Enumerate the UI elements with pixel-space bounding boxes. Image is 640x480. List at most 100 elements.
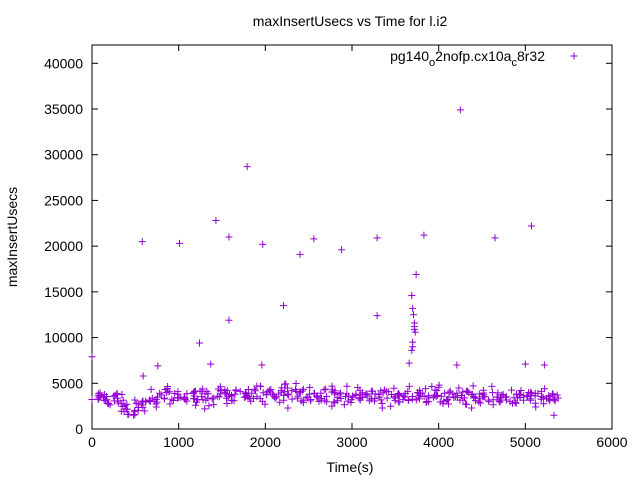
data-point <box>130 408 138 416</box>
data-point <box>243 163 251 171</box>
data-point <box>208 395 216 403</box>
data-point <box>391 397 399 405</box>
data-point <box>142 397 150 405</box>
data-point <box>313 393 321 401</box>
data-point <box>521 360 529 368</box>
data-point <box>509 399 517 407</box>
data-point <box>508 386 516 394</box>
data-point <box>231 390 239 398</box>
data-point <box>225 233 233 241</box>
data-point <box>540 400 548 408</box>
data-point <box>248 389 256 397</box>
data-point <box>259 240 267 248</box>
data-point <box>516 390 524 398</box>
y-axis-label: maxInsertUsecs <box>4 187 20 287</box>
data-point <box>272 393 280 401</box>
data-point <box>221 386 229 394</box>
x-tick-label: 4000 <box>423 434 454 450</box>
legend-marker-glyph <box>570 52 578 60</box>
data-point <box>109 392 117 400</box>
data-point <box>468 404 476 412</box>
data-point <box>123 405 131 413</box>
data-point <box>118 391 126 399</box>
data-point <box>476 399 484 407</box>
data-point <box>489 401 497 409</box>
data-point <box>157 391 165 399</box>
data-point <box>554 394 562 402</box>
data-point <box>409 304 417 312</box>
data-point <box>280 302 288 310</box>
data-point <box>145 396 153 404</box>
data-point <box>480 389 488 397</box>
data-point <box>139 403 147 411</box>
data-point <box>349 393 357 401</box>
data-point <box>205 402 213 410</box>
legend-label-part-3: 8r32 <box>517 48 545 64</box>
data-point <box>105 400 113 408</box>
data-point <box>445 388 453 396</box>
data-point <box>419 389 427 397</box>
data-point <box>371 390 379 398</box>
data-point <box>276 398 284 406</box>
data-point <box>141 407 149 415</box>
data-point <box>131 396 139 404</box>
data-point <box>215 393 223 401</box>
data-point <box>292 380 300 388</box>
data-point <box>176 239 184 247</box>
data-point <box>355 394 363 402</box>
x-tick-label: 0 <box>88 434 96 450</box>
data-point <box>411 328 419 336</box>
data-point <box>354 383 362 391</box>
data-point <box>378 400 386 408</box>
data-point <box>527 222 535 230</box>
data-point <box>401 393 409 401</box>
data-point <box>207 360 215 368</box>
y-tick-label: 10000 <box>44 330 83 346</box>
x-tick-label: 5000 <box>510 434 541 450</box>
data-point <box>288 387 296 395</box>
data-point <box>475 398 483 406</box>
data-point <box>428 382 436 390</box>
data-point <box>310 235 318 243</box>
data-point <box>390 393 398 401</box>
data-point <box>134 406 142 414</box>
data-point <box>156 389 164 397</box>
data-point <box>441 389 449 397</box>
y-tick-label: 30000 <box>44 147 83 163</box>
data-point <box>540 361 548 369</box>
data-point <box>198 393 206 401</box>
data-point <box>433 387 441 395</box>
data-point <box>548 390 556 398</box>
data-point <box>396 398 404 406</box>
data-point <box>299 385 307 393</box>
data-point <box>517 386 525 394</box>
data-point <box>192 401 200 409</box>
data-point <box>267 388 275 396</box>
data-point <box>271 394 279 402</box>
data-point <box>96 391 104 399</box>
data-point <box>488 382 496 390</box>
data-point <box>404 397 412 405</box>
data-point <box>251 387 259 395</box>
data-point <box>160 395 168 403</box>
data-point <box>498 391 506 399</box>
data-point <box>245 392 253 400</box>
data-point <box>456 106 464 114</box>
legend-marker <box>570 52 578 60</box>
data-point <box>212 217 220 225</box>
data-point <box>465 388 473 396</box>
data-point <box>302 394 310 402</box>
data-point <box>343 390 351 398</box>
data-point <box>283 384 291 392</box>
data-point <box>253 382 261 390</box>
data-point <box>154 362 162 370</box>
data-point <box>526 395 534 403</box>
data-point <box>246 394 254 402</box>
data-point <box>313 394 321 402</box>
data-point <box>265 386 273 394</box>
data-point <box>541 385 549 393</box>
data-point <box>147 385 155 393</box>
data-point <box>531 392 539 400</box>
data-point <box>114 399 122 407</box>
data-point <box>410 311 418 319</box>
